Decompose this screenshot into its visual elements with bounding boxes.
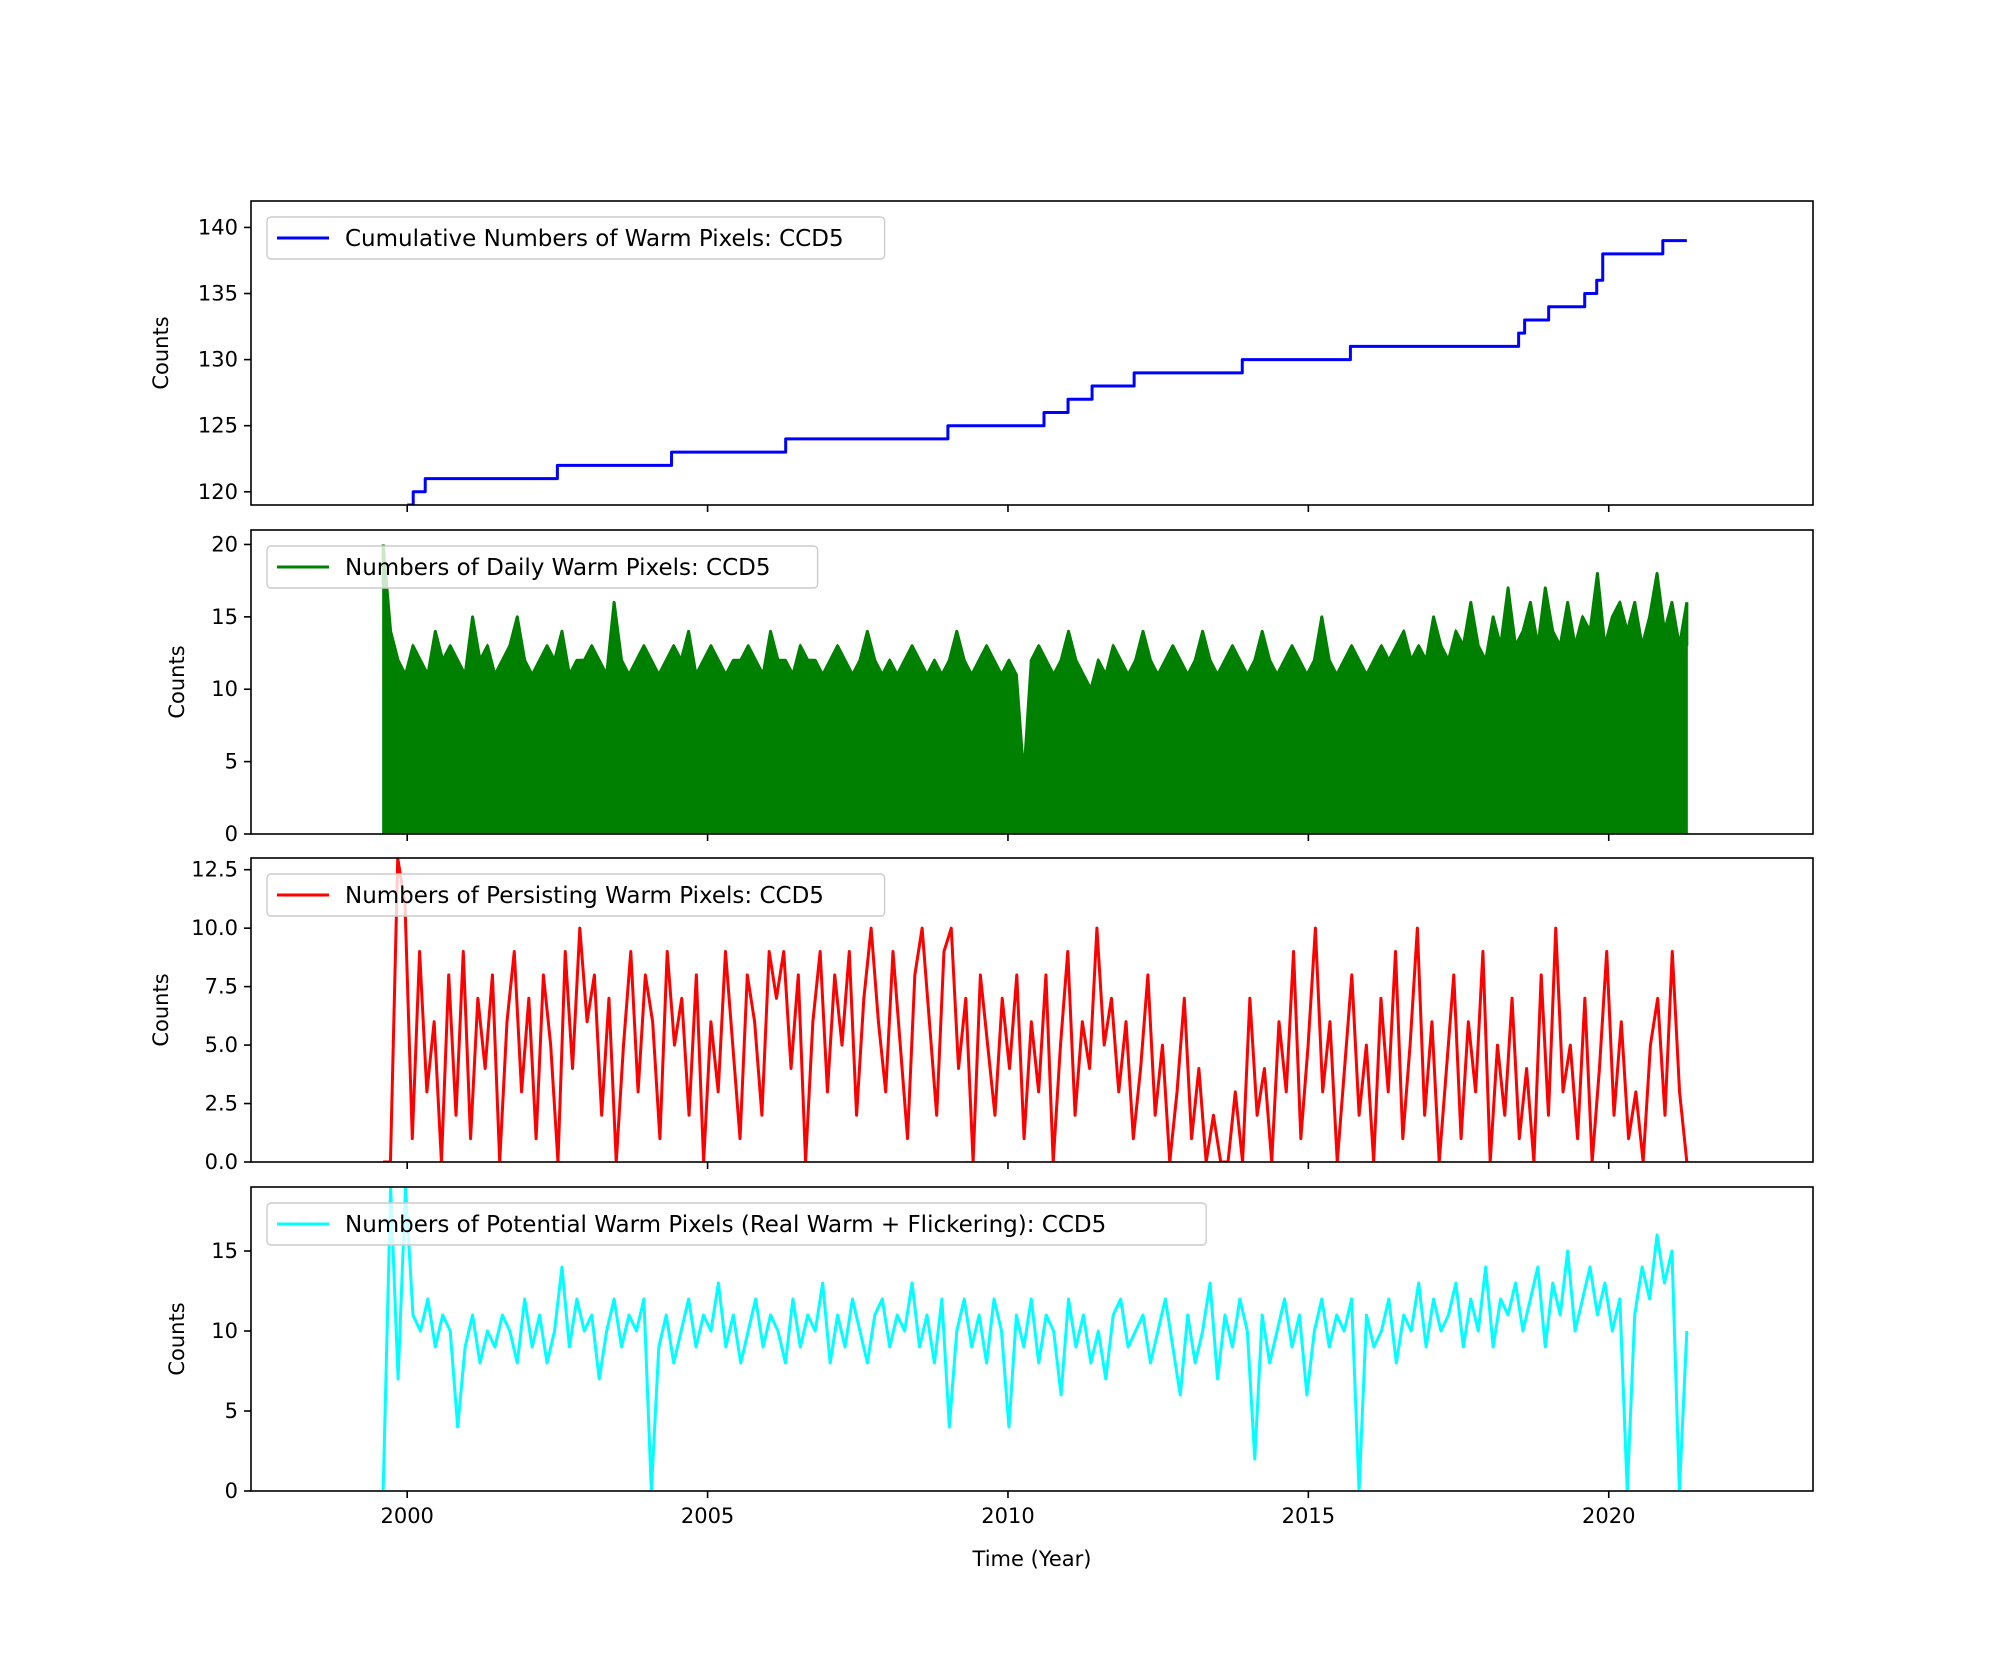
y-tick-label: 5 — [225, 1399, 238, 1423]
legend-label: Numbers of Daily Warm Pixels: CCD5 — [345, 555, 771, 581]
legend-box — [266, 1202, 1207, 1246]
legend-box — [266, 873, 886, 917]
plot-frame — [250, 1186, 1814, 1492]
y-tick-label: 15 — [211, 1239, 238, 1263]
daily-warm-pixels-panel: 0 5 10 15 20 Counts Numbers of Daily Warm Pixe… — [165, 529, 1814, 846]
series-line-0 — [407, 239, 1687, 505]
series-group — [381, 1187, 1689, 1491]
plot-frame — [250, 200, 1814, 506]
y-tick-label: 120 — [198, 480, 238, 504]
y-axis-label: Counts — [165, 1302, 189, 1375]
y-tick-label: 7.5 — [205, 975, 238, 999]
y-tick-label: 10 — [211, 677, 238, 701]
series-group — [407, 239, 1687, 505]
y-axis-label: Counts — [149, 973, 173, 1046]
y-tick-label: 130 — [198, 348, 238, 372]
cumulative-warm-pixels-panel: 120 125 130 135 140 Counts Cumulative Numbers … — [149, 200, 1814, 512]
legend-label: Numbers of Potential Warm Pixels (Real W… — [345, 1212, 1106, 1238]
x-tick-label: 2015 — [1282, 1504, 1335, 1528]
x-tick-label: 2020 — [1582, 1504, 1635, 1528]
x-tick-label: 2000 — [380, 1504, 433, 1528]
y-tick-label: 10.0 — [191, 916, 238, 940]
legend-box — [266, 216, 886, 260]
series-line-3 — [381, 1187, 1689, 1491]
y-tick-label: 0 — [225, 1479, 238, 1503]
y-tick-label: 20 — [211, 532, 238, 556]
y-tick-label: 12.5 — [191, 858, 238, 882]
y-tick-label: 2.5 — [205, 1092, 238, 1116]
y-tick-label: 15 — [211, 605, 238, 629]
persisting-warm-pixels-panel: 0.0 2.5 5.0 7.5 10.0 12.5 Counts Numbers of Per… — [149, 857, 1814, 1174]
series-line-2 — [383, 858, 1689, 1162]
x-tick-label: 2010 — [981, 1504, 1034, 1528]
y-axis-label: Counts — [165, 645, 189, 718]
series-line-1 — [381, 544, 1689, 778]
y-tick-label: 0 — [225, 822, 238, 846]
potential-warm-pixels-panel: 0 5 10 15 2000 2005 2010 2015 2020 Counts Numbers … — [165, 1186, 1814, 1528]
y-tick-label: 5.0 — [205, 1033, 238, 1057]
y-tick-label: 125 — [198, 414, 238, 438]
y-tick-label: 5 — [225, 750, 238, 774]
series-group — [383, 858, 1689, 1162]
series-group — [381, 544, 1689, 834]
legend-box — [266, 545, 819, 589]
x-axis-label: Time (Year) — [972, 1547, 1092, 1571]
y-tick-label: 135 — [198, 282, 238, 306]
y-tick-label: 0.0 — [205, 1150, 238, 1174]
y-axis-label: Counts — [149, 316, 173, 389]
legend-label: Cumulative Numbers of Warm Pixels: CCD5 — [345, 226, 844, 252]
plot-frame — [250, 529, 1814, 835]
legend-label: Numbers of Persisting Warm Pixels: CCD5 — [345, 883, 824, 909]
plot-frame — [250, 857, 1814, 1163]
y-tick-label: 140 — [198, 215, 238, 239]
y-tick-label: 10 — [211, 1319, 238, 1343]
x-tick-label: 2005 — [681, 1504, 734, 1528]
